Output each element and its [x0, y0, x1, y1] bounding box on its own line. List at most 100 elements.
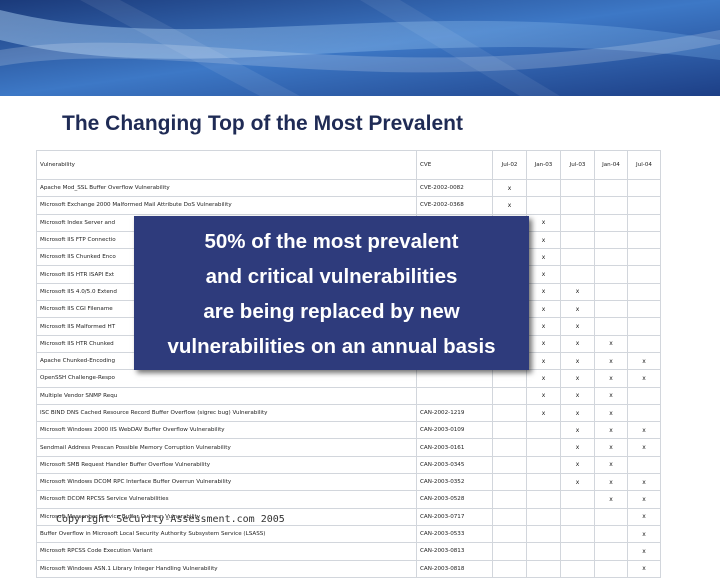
- period-mark: x: [627, 507, 661, 526]
- period-mark: x: [526, 248, 561, 267]
- period-mark: [627, 300, 661, 319]
- column-header: Jul-02: [492, 150, 527, 180]
- period-mark: [594, 524, 628, 544]
- period-mark: x: [526, 317, 561, 336]
- period-mark: x: [627, 559, 661, 578]
- period-mark: x: [560, 317, 595, 336]
- period-mark: [492, 455, 527, 475]
- period-mark: [594, 178, 628, 198]
- table-row: Sendmail Address Prescan Possible Memory…: [36, 438, 661, 457]
- period-mark: [627, 196, 661, 215]
- period-mark: x: [627, 542, 661, 561]
- period-mark: [627, 282, 661, 302]
- period-mark: [526, 473, 561, 492]
- vulnerability-name: Microsoft DCOM RPCSS Service Vulnerabili…: [36, 490, 417, 509]
- callout-line-4: vulnerabilities on an annual basis: [167, 335, 496, 358]
- period-mark: [526, 178, 561, 198]
- period-mark: x: [492, 196, 527, 215]
- period-mark: [526, 559, 561, 578]
- period-mark: x: [627, 369, 661, 388]
- period-mark: x: [594, 351, 628, 371]
- period-mark: [627, 386, 661, 405]
- cve-id: CAN-2003-0528: [416, 490, 493, 509]
- period-mark: x: [594, 386, 628, 405]
- period-mark: x: [560, 369, 595, 388]
- table-row: Microsoft Windows 2000 IIS WebDAV Buffer…: [36, 421, 661, 440]
- period-mark: [560, 230, 595, 250]
- period-mark: x: [526, 230, 561, 250]
- period-mark: [492, 559, 527, 578]
- period-mark: [492, 369, 527, 388]
- period-mark: x: [526, 386, 561, 405]
- period-mark: [492, 403, 527, 423]
- period-mark: [560, 559, 595, 578]
- period-mark: [526, 542, 561, 561]
- table-row: Microsoft Windows ASN.1 Library Integer …: [36, 559, 661, 578]
- copyright-footer: Copyright Security-Assessment.com 2005: [56, 514, 285, 525]
- table-row: Microsoft Windows DCOM RPC Interface Buf…: [36, 473, 661, 492]
- period-mark: x: [627, 438, 661, 457]
- period-mark: x: [627, 490, 661, 509]
- period-mark: x: [560, 386, 595, 405]
- period-mark: [594, 265, 628, 284]
- period-mark: x: [594, 403, 628, 423]
- period-mark: x: [526, 282, 561, 302]
- period-mark: x: [594, 490, 628, 509]
- cve-id: CAN-2003-0533: [416, 524, 493, 544]
- period-mark: [526, 524, 561, 544]
- column-header: CVE: [416, 150, 493, 180]
- table-row: Microsoft Exchange 2000 Malformed Mail A…: [36, 196, 661, 215]
- period-mark: [492, 421, 527, 440]
- callout-line-3: are being replaced by new: [203, 300, 460, 323]
- table-row: OpenSSH Challenge-Respo x x x x: [36, 369, 661, 388]
- period-mark: x: [492, 178, 527, 198]
- period-mark: [594, 248, 628, 267]
- period-mark: [560, 507, 595, 526]
- period-mark: [492, 542, 527, 561]
- cve-id: CAN-2003-0161: [416, 438, 493, 457]
- period-mark: [627, 265, 661, 284]
- table-row: Microsoft RPCSS Code Execution Variant CA…: [36, 542, 661, 561]
- period-mark: [492, 473, 527, 492]
- cve-id: CAN-2002-1219: [416, 403, 493, 423]
- vulnerability-name: Microsoft RPCSS Code Execution Variant: [36, 542, 417, 561]
- vulnerability-name: Sendmail Address Prescan Possible Memory…: [36, 438, 417, 457]
- period-mark: x: [560, 403, 595, 423]
- period-mark: [526, 455, 561, 475]
- period-mark: x: [526, 334, 561, 353]
- period-mark: x: [526, 403, 561, 423]
- period-mark: [560, 178, 595, 198]
- period-mark: x: [560, 282, 595, 302]
- cve-id: CAN-2003-0813: [416, 542, 493, 561]
- period-mark: x: [560, 334, 595, 353]
- period-mark: x: [560, 473, 595, 492]
- period-mark: [627, 178, 661, 198]
- vulnerability-name: Microsoft Windows ASN.1 Library Integer …: [36, 559, 417, 578]
- cve-id: CAN-2003-0818: [416, 559, 493, 578]
- period-mark: [526, 196, 561, 215]
- period-mark: [560, 542, 595, 561]
- period-mark: [594, 317, 628, 336]
- period-mark: [594, 213, 628, 232]
- period-mark: [560, 265, 595, 284]
- period-mark: [594, 282, 628, 302]
- callout-line-2: and critical vulnerabilities: [205, 265, 458, 288]
- table-row: Apache Mod_SSL Buffer Overflow Vulnerabi…: [36, 178, 661, 198]
- cve-id: CAN-2003-0109: [416, 421, 493, 440]
- cve-id: CVE-2002-0082: [416, 178, 493, 198]
- period-mark: [594, 196, 628, 215]
- period-mark: [492, 524, 527, 544]
- table-row: Microsoft SMB Request Handler Buffer Ove…: [36, 455, 661, 475]
- cve-id: CAN-2003-0345: [416, 455, 493, 475]
- period-mark: x: [594, 455, 628, 475]
- period-mark: x: [560, 455, 595, 475]
- period-mark: [492, 507, 527, 526]
- column-header: Jan-03: [526, 150, 561, 180]
- period-mark: x: [627, 421, 661, 440]
- period-mark: x: [594, 369, 628, 388]
- table-row: Multiple Vendor SNMP Requ x x x: [36, 386, 661, 405]
- cve-id: [416, 386, 493, 405]
- banner-graphic: [0, 0, 720, 96]
- period-mark: x: [594, 421, 628, 440]
- vulnerability-name: Multiple Vendor SNMP Requ: [36, 386, 417, 405]
